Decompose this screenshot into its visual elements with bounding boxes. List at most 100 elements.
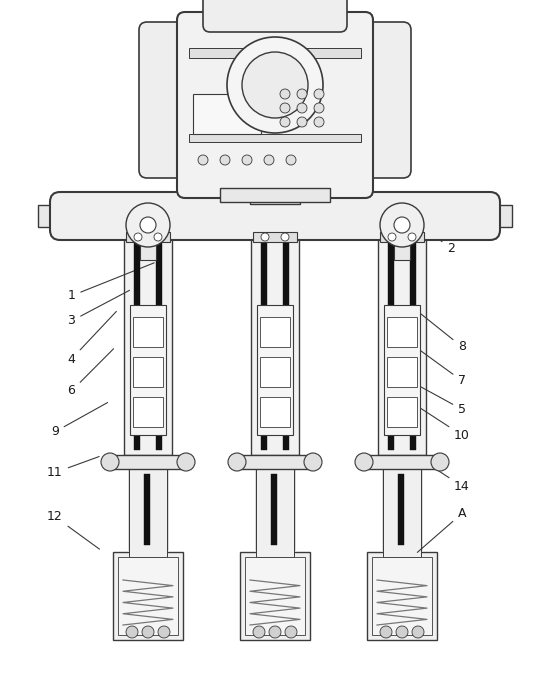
Bar	[387, 397, 417, 427]
Text: 5: 5	[412, 382, 466, 416]
Circle shape	[142, 626, 154, 638]
Circle shape	[408, 233, 416, 241]
Circle shape	[355, 453, 373, 471]
Circle shape	[280, 89, 290, 99]
Bar	[257, 305, 293, 435]
Circle shape	[227, 37, 323, 133]
Bar	[380, 232, 424, 242]
Bar	[387, 357, 417, 387]
Bar	[366, 455, 438, 469]
Text: 9: 9	[51, 403, 108, 439]
Bar	[261, 237, 267, 450]
Bar	[118, 557, 178, 635]
Circle shape	[297, 89, 307, 99]
Text: A: A	[417, 507, 466, 552]
Text: 1: 1	[68, 263, 154, 303]
Bar	[398, 474, 404, 545]
Circle shape	[264, 155, 274, 165]
Circle shape	[412, 626, 424, 638]
FancyBboxPatch shape	[203, 0, 347, 32]
Circle shape	[126, 626, 138, 638]
Bar	[133, 357, 163, 387]
Bar	[193, 94, 261, 134]
Circle shape	[101, 453, 119, 471]
Bar	[271, 474, 277, 545]
Circle shape	[394, 217, 410, 233]
Circle shape	[380, 203, 424, 247]
Circle shape	[304, 453, 322, 471]
Circle shape	[140, 217, 156, 233]
Circle shape	[242, 52, 308, 118]
Bar	[129, 469, 167, 550]
Bar	[130, 305, 166, 435]
Bar	[251, 232, 299, 455]
Bar	[133, 317, 163, 347]
Circle shape	[297, 117, 307, 127]
Bar	[126, 232, 170, 242]
Bar	[250, 178, 300, 204]
Text: 14: 14	[417, 457, 470, 493]
FancyBboxPatch shape	[350, 22, 411, 178]
Text: 8: 8	[417, 311, 466, 354]
Bar	[134, 237, 140, 450]
Bar	[384, 305, 420, 435]
Circle shape	[280, 103, 290, 113]
Circle shape	[154, 233, 162, 241]
Bar	[378, 232, 426, 455]
Bar	[260, 357, 290, 387]
Text: 3: 3	[68, 290, 130, 328]
Bar	[383, 469, 421, 557]
Bar	[387, 317, 417, 347]
Bar	[487, 205, 512, 227]
Circle shape	[228, 453, 246, 471]
Bar	[256, 469, 294, 550]
Circle shape	[297, 103, 307, 113]
Text: 12: 12	[47, 510, 100, 549]
Text: 11: 11	[47, 456, 99, 479]
Bar	[133, 397, 163, 427]
Bar	[144, 474, 150, 545]
Circle shape	[314, 117, 324, 127]
Bar	[283, 237, 289, 450]
Text: 10: 10	[412, 403, 470, 442]
Circle shape	[242, 155, 252, 165]
Bar	[388, 237, 394, 450]
Circle shape	[220, 155, 230, 165]
Text: 4: 4	[68, 311, 117, 366]
Circle shape	[314, 103, 324, 113]
Circle shape	[280, 117, 290, 127]
Text: 2: 2	[365, 185, 455, 255]
Bar	[256, 469, 294, 557]
Text: 7: 7	[417, 348, 466, 388]
Circle shape	[431, 453, 449, 471]
Bar	[239, 455, 311, 469]
Bar	[189, 48, 361, 58]
Circle shape	[261, 233, 269, 241]
Bar	[129, 469, 167, 557]
FancyBboxPatch shape	[177, 12, 373, 198]
Bar	[253, 232, 297, 242]
Bar	[367, 552, 437, 640]
Circle shape	[380, 626, 392, 638]
Bar	[240, 552, 310, 640]
Bar	[124, 232, 172, 455]
Circle shape	[198, 155, 208, 165]
Circle shape	[388, 233, 396, 241]
Circle shape	[158, 626, 170, 638]
Bar	[220, 188, 330, 202]
Bar	[156, 237, 162, 450]
Bar	[113, 552, 183, 640]
Bar	[260, 317, 290, 347]
Text: 6: 6	[68, 349, 113, 398]
Circle shape	[253, 626, 265, 638]
FancyBboxPatch shape	[139, 22, 200, 178]
Bar	[372, 557, 432, 635]
Bar	[260, 397, 290, 427]
Circle shape	[177, 453, 195, 471]
Bar	[410, 237, 416, 450]
Circle shape	[286, 155, 296, 165]
FancyBboxPatch shape	[50, 192, 500, 240]
Bar	[38, 205, 63, 227]
Bar	[383, 469, 421, 550]
Circle shape	[314, 89, 324, 99]
